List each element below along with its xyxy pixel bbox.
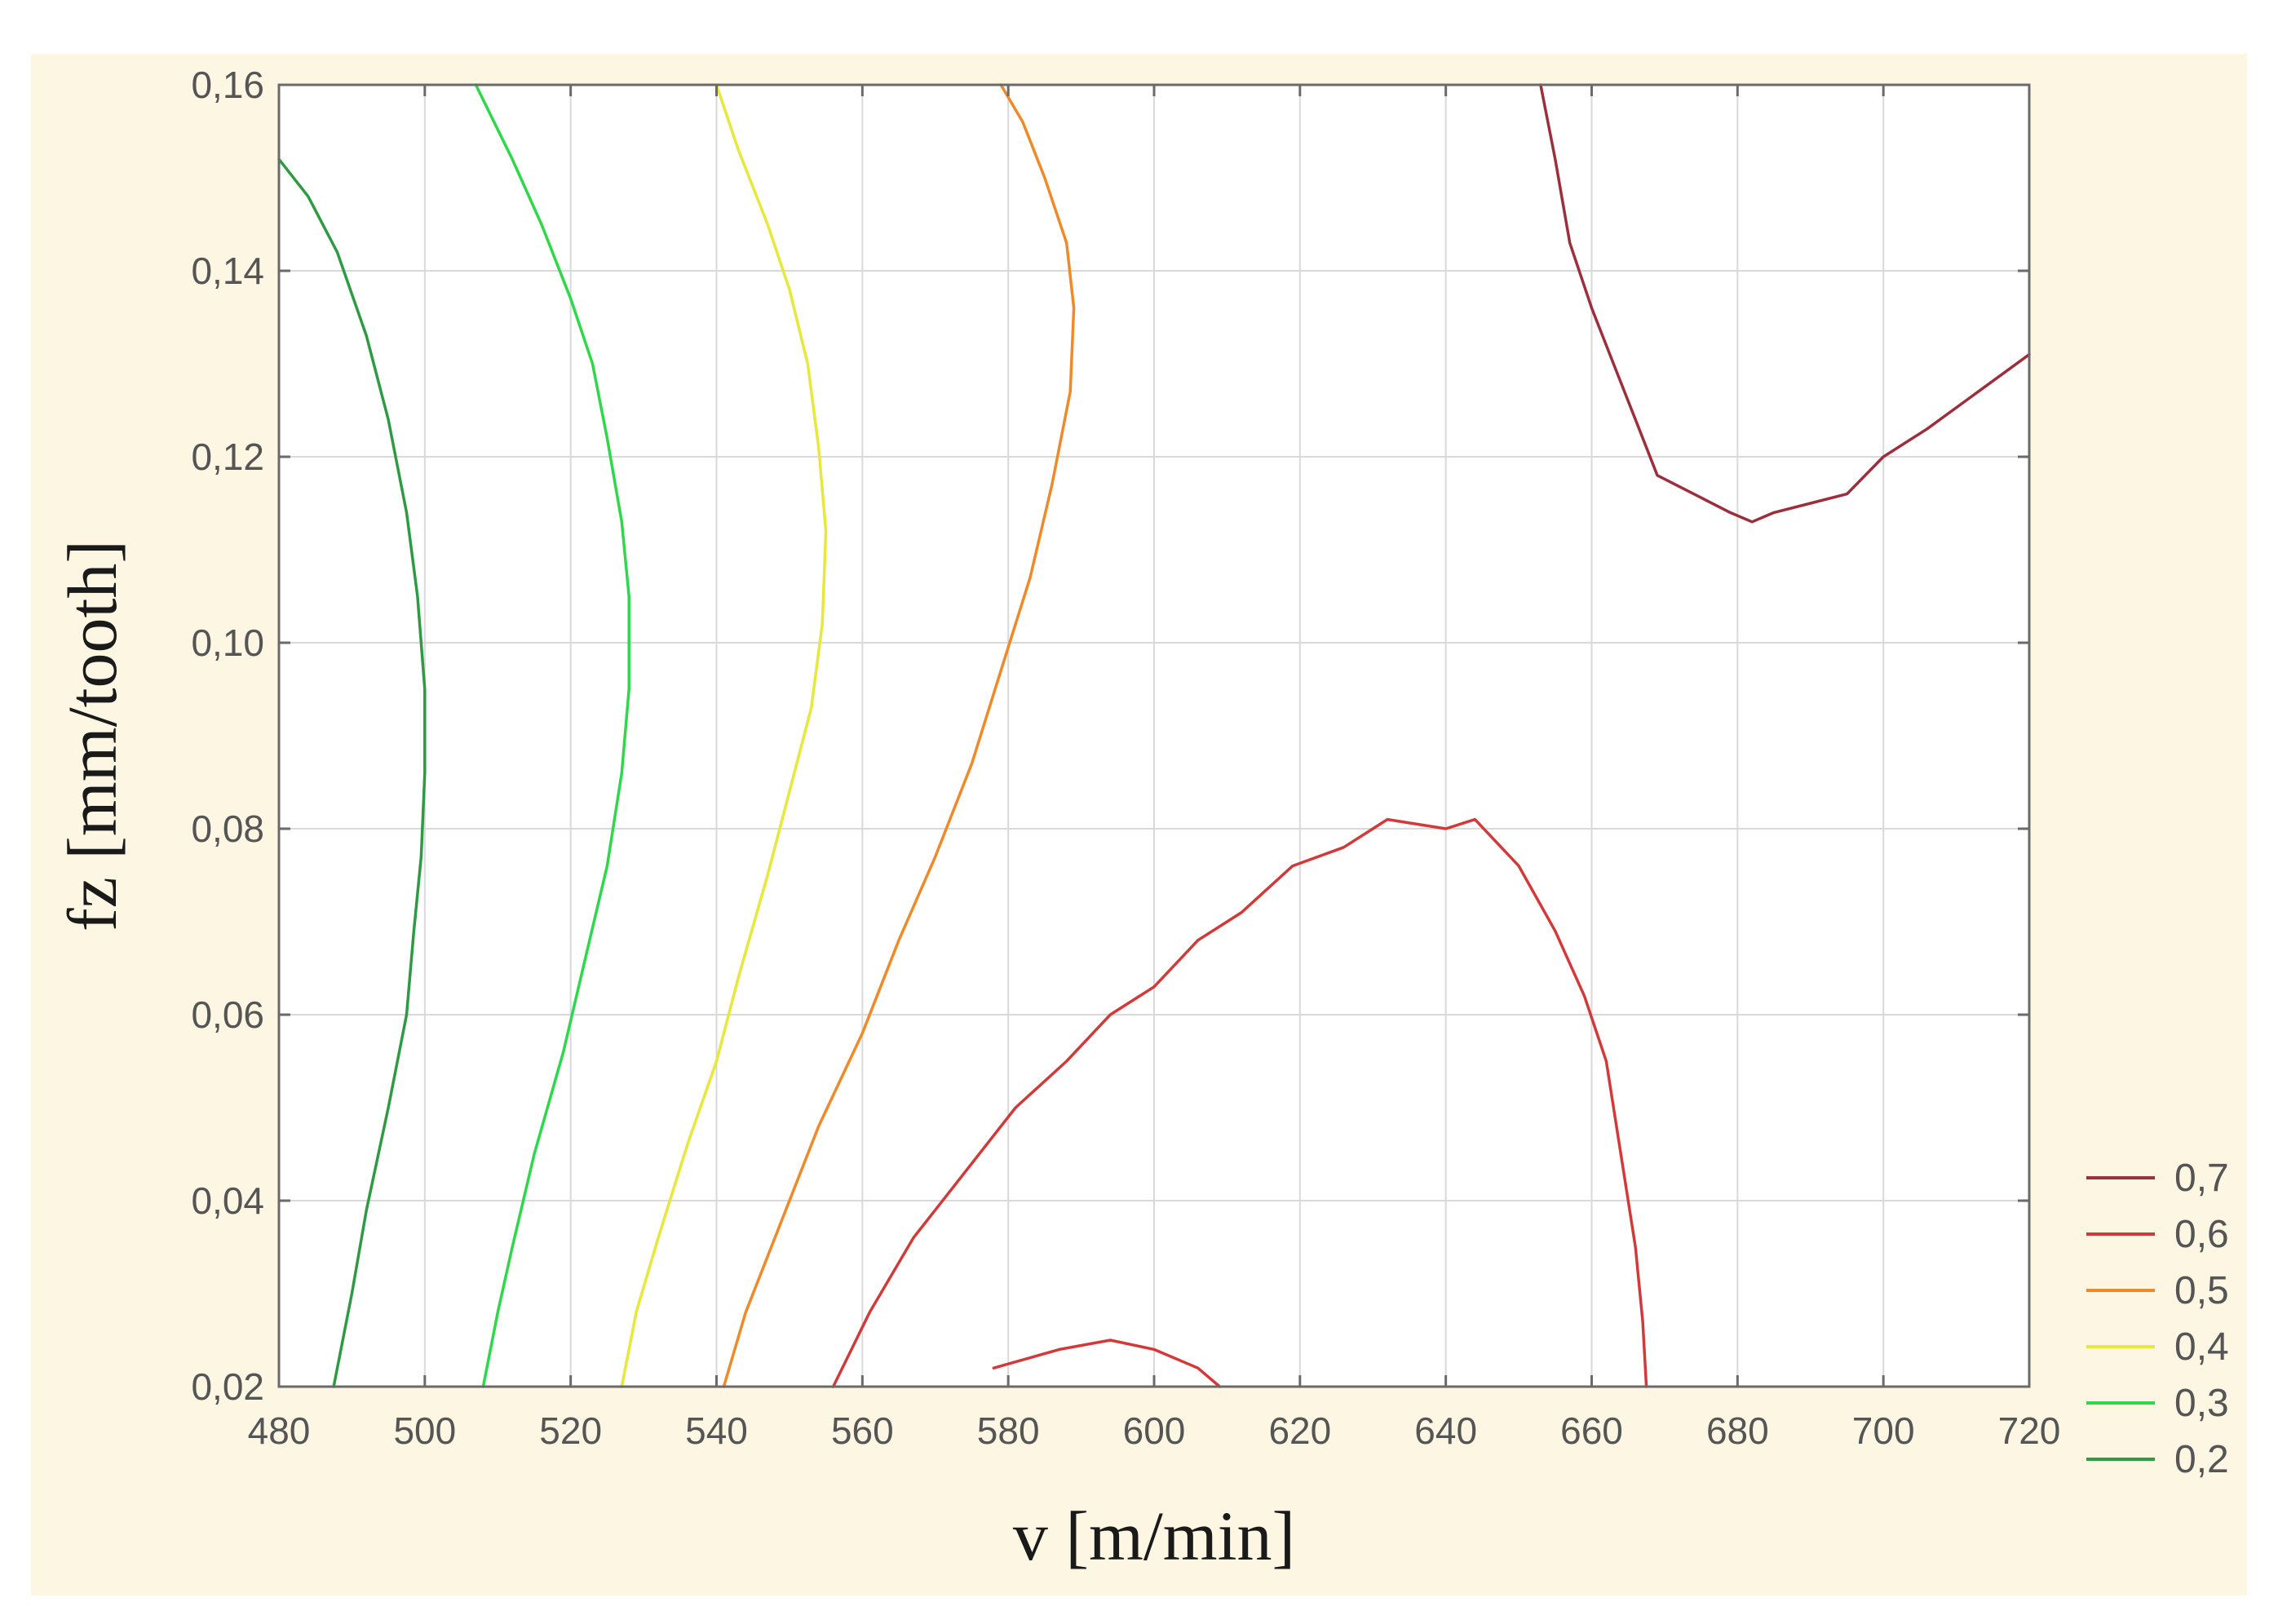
contour-lines (277, 83, 2031, 1388)
contour-line-0-4 (620, 83, 828, 1388)
y-tick-label: 0,08 (191, 808, 264, 850)
x-tick-label: 680 (1706, 1409, 1769, 1452)
legend-label: 0,5 (2174, 1269, 2229, 1312)
legend-label: 0,2 (2174, 1438, 2229, 1481)
x-tick-label: 580 (977, 1409, 1040, 1452)
y-tick-label: 0,10 (191, 622, 264, 664)
legend-label: 0,6 (2174, 1213, 2229, 1256)
x-tick-label: 620 (1268, 1409, 1331, 1452)
legend: 0,7 0,6 0,5 0,4 0,3 0,2 (2086, 1157, 2229, 1481)
y-tick-label: 0,16 (191, 64, 264, 106)
contour-line-0-3 (474, 83, 630, 1388)
x-tick-label: 480 (248, 1409, 311, 1452)
x-tick-label: 520 (539, 1409, 602, 1452)
x-tick-label: 500 (393, 1409, 456, 1452)
y-tick-label: 0,02 (191, 1365, 264, 1408)
y-axis-ticks: 0,02 0,04 0,06 0,08 0,10 0,12 0,14 0,16 (191, 64, 2029, 1408)
x-tick-label: 640 (1414, 1409, 1477, 1452)
contour-line-0-5 (722, 83, 1076, 1388)
y-tick-label: 0,12 (191, 436, 264, 478)
y-tick-label: 0,04 (191, 1179, 264, 1222)
x-tick-label: 540 (685, 1409, 748, 1452)
legend-label: 0,4 (2174, 1325, 2229, 1369)
x-axis-title: v [m/min] (1013, 1497, 1295, 1575)
legend-label: 0,7 (2174, 1157, 2229, 1200)
x-tick-label: 700 (1852, 1409, 1915, 1452)
legend-label: 0,3 (2174, 1382, 2229, 1425)
x-tick-label: 600 (1123, 1409, 1186, 1452)
contour-line-0-7 (1539, 83, 2031, 524)
x-tick-label: 720 (1998, 1409, 2061, 1452)
contour-line-0-2 (277, 157, 427, 1388)
y-axis-title: fz [mm/tooth] (53, 540, 131, 931)
x-tick-label: 660 (1560, 1409, 1623, 1452)
y-tick-label: 0,14 (191, 250, 264, 292)
contour-line-0-6 (831, 817, 1648, 1388)
x-tick-label: 560 (831, 1409, 894, 1452)
x-axis-ticks: 480 500 520 540 560 580 600 620 640 660 680 700 720 (248, 85, 2061, 1452)
contour-line-0-6 (992, 1339, 1222, 1388)
y-tick-label: 0,06 (191, 993, 264, 1036)
